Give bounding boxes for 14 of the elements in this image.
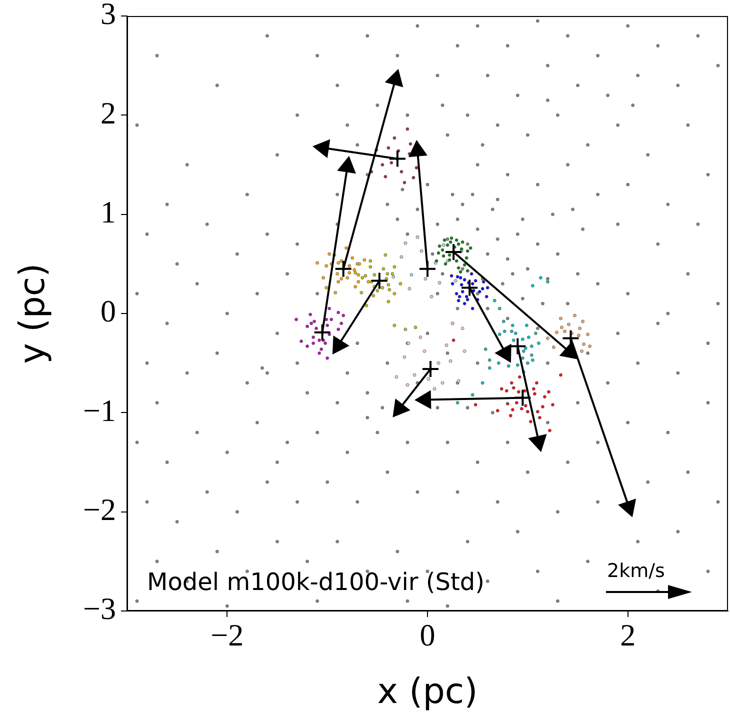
y-tick-label: 1 — [100, 194, 116, 230]
x-tick-label: 2 — [620, 618, 636, 653]
y-axis-title: y (pc) — [13, 263, 54, 364]
y-tick-label: −3 — [83, 591, 116, 626]
x-tick-label: 0 — [420, 618, 436, 653]
y-tick-label: 3 — [100, 0, 116, 32]
y-tick-label: 2 — [100, 95, 116, 130]
y-tick-label: −1 — [83, 392, 116, 428]
x-axis-title: x (pc) — [377, 672, 478, 712]
x-tick-label: −2 — [210, 618, 244, 653]
y-tick-label: −2 — [83, 492, 116, 527]
annotation: Model m100k-d100-vir (Std) — [147, 568, 484, 596]
annotation: 2km/s — [607, 560, 665, 582]
y-tick-label: 0 — [100, 294, 116, 329]
